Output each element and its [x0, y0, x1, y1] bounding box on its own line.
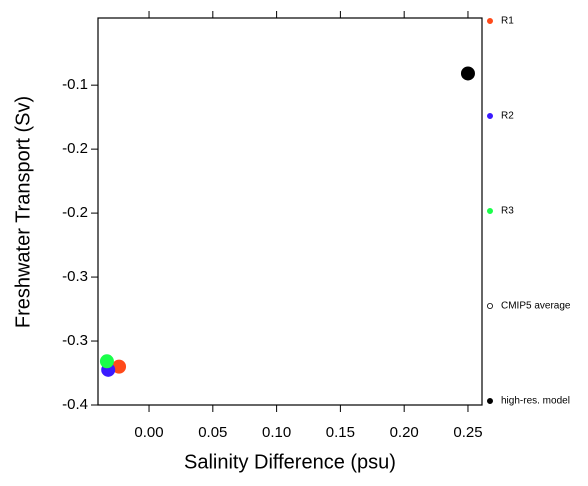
legend-label: R3 — [501, 206, 514, 217]
x-tick-label: 0.15 — [326, 424, 355, 441]
legend-label: CMIP5 average — [501, 301, 571, 312]
y-tick-label: -0.3 — [62, 268, 88, 285]
legend-marker — [486, 302, 493, 309]
x-axis-title: Salinity Difference (psu) — [184, 451, 396, 473]
y-tick-label: -0.4 — [62, 396, 88, 413]
plot-frame — [97, 17, 483, 406]
y-tick-label: -0.2 — [62, 204, 88, 221]
legend-label: R2 — [501, 111, 514, 122]
data-point — [460, 66, 475, 81]
y-tick-label: -0.1 — [62, 76, 88, 93]
data-point — [99, 354, 114, 369]
legend-marker — [486, 17, 493, 24]
y-axis-title: Freshwater Transport (Sv) — [12, 96, 34, 328]
x-tick-label: 0.25 — [453, 424, 482, 441]
legend-marker — [486, 207, 493, 214]
x-tick-label: 0.00 — [134, 424, 163, 441]
y-tick-label: -0.2 — [62, 140, 88, 157]
legend-marker — [486, 113, 493, 120]
legend-label: high-res. model — [501, 396, 570, 407]
legend-marker — [486, 397, 493, 404]
x-tick-label: 0.10 — [262, 424, 291, 441]
y-tick-label: -0.3 — [62, 332, 88, 349]
x-tick-label: 0.05 — [198, 424, 227, 441]
legend-label: R1 — [501, 16, 514, 27]
x-tick-label: 0.20 — [390, 424, 419, 441]
